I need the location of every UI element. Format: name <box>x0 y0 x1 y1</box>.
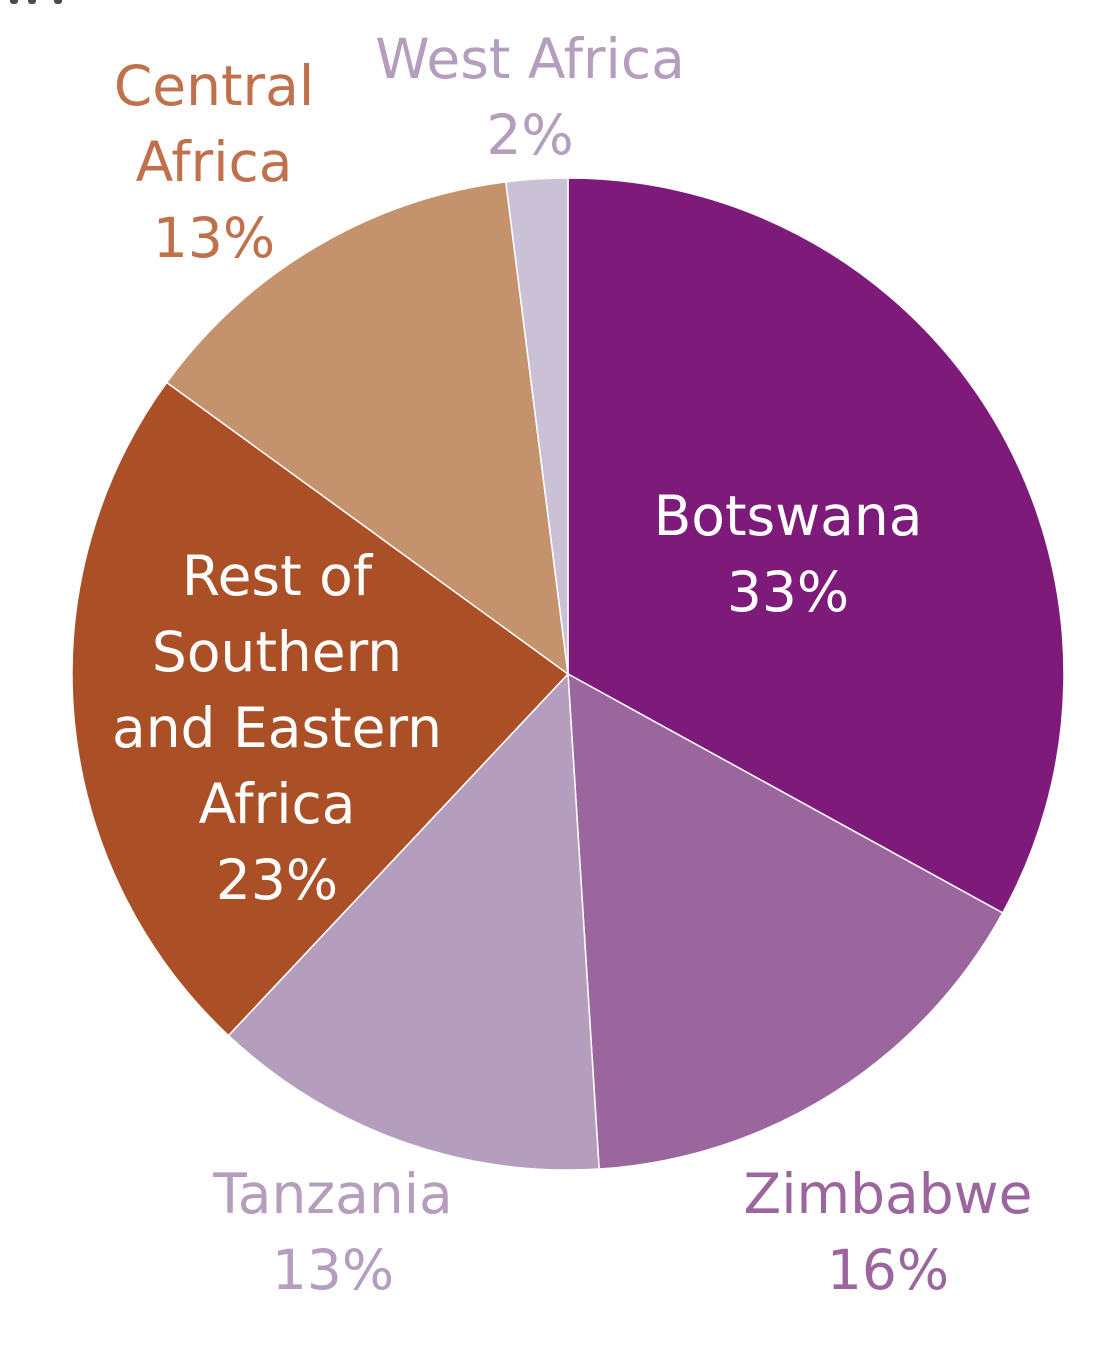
slice-name-rest-of-southern-and-eastern-africa: Southern <box>152 620 402 684</box>
slice-name-rest-of-southern-and-eastern-africa: and Eastern <box>112 696 442 760</box>
slice-value-central-africa: 13% <box>153 206 275 270</box>
slice-name-central-africa: Africa <box>136 130 293 194</box>
slice-value-tanzania: 13% <box>272 1238 394 1302</box>
pie-slice-zimbabwe <box>567 672 1004 1170</box>
pie-slice-central-africa <box>165 181 569 676</box>
pie-slice-rest-of-southern-and-eastern-africa <box>71 381 570 1037</box>
pie-slice-botswana <box>567 177 1065 914</box>
slice-label-west-africa: West Africa 2% <box>375 27 685 167</box>
top-edge-text-fragment <box>0 0 120 6</box>
pie-slice-tanzania <box>227 672 600 1171</box>
slice-label-central-africa: Central Africa 13% <box>114 54 314 270</box>
slice-name-tanzania: Tanzania <box>212 1162 452 1226</box>
slice-name-zimbabwe: Zimbabwe <box>744 1162 1033 1226</box>
slice-name-west-africa: West Africa <box>375 27 685 91</box>
slice-value-west-africa: 2% <box>486 103 573 167</box>
pie-labels: Botswana 33% Zimbabwe 16% Tanzania 13% Rest of… <box>112 27 1032 1302</box>
pie-slice-west-africa <box>504 177 569 675</box>
slice-name-botswana: Botswana <box>654 484 923 548</box>
slice-label-botswana: Botswana 33% <box>654 484 923 624</box>
slice-value-zimbabwe: 16% <box>827 1238 949 1302</box>
slice-name-rest-of-southern-and-eastern-africa: Africa <box>199 772 356 836</box>
slice-label-tanzania: Tanzania 13% <box>212 1162 452 1302</box>
slice-name-central-africa: Central <box>114 54 314 118</box>
slice-name-rest-of-southern-and-eastern-africa: Rest of <box>182 544 374 608</box>
slice-label-zimbabwe: Zimbabwe 16% <box>744 1162 1033 1302</box>
pie-slices <box>71 177 1065 1171</box>
slice-label-rest-of-southern-and-eastern-africa: Rest of Southern and Eastern Africa 23% <box>112 544 442 912</box>
slice-value-botswana: 33% <box>727 560 849 624</box>
slice-value-rest-of-southern-and-eastern-africa: 23% <box>216 848 338 912</box>
